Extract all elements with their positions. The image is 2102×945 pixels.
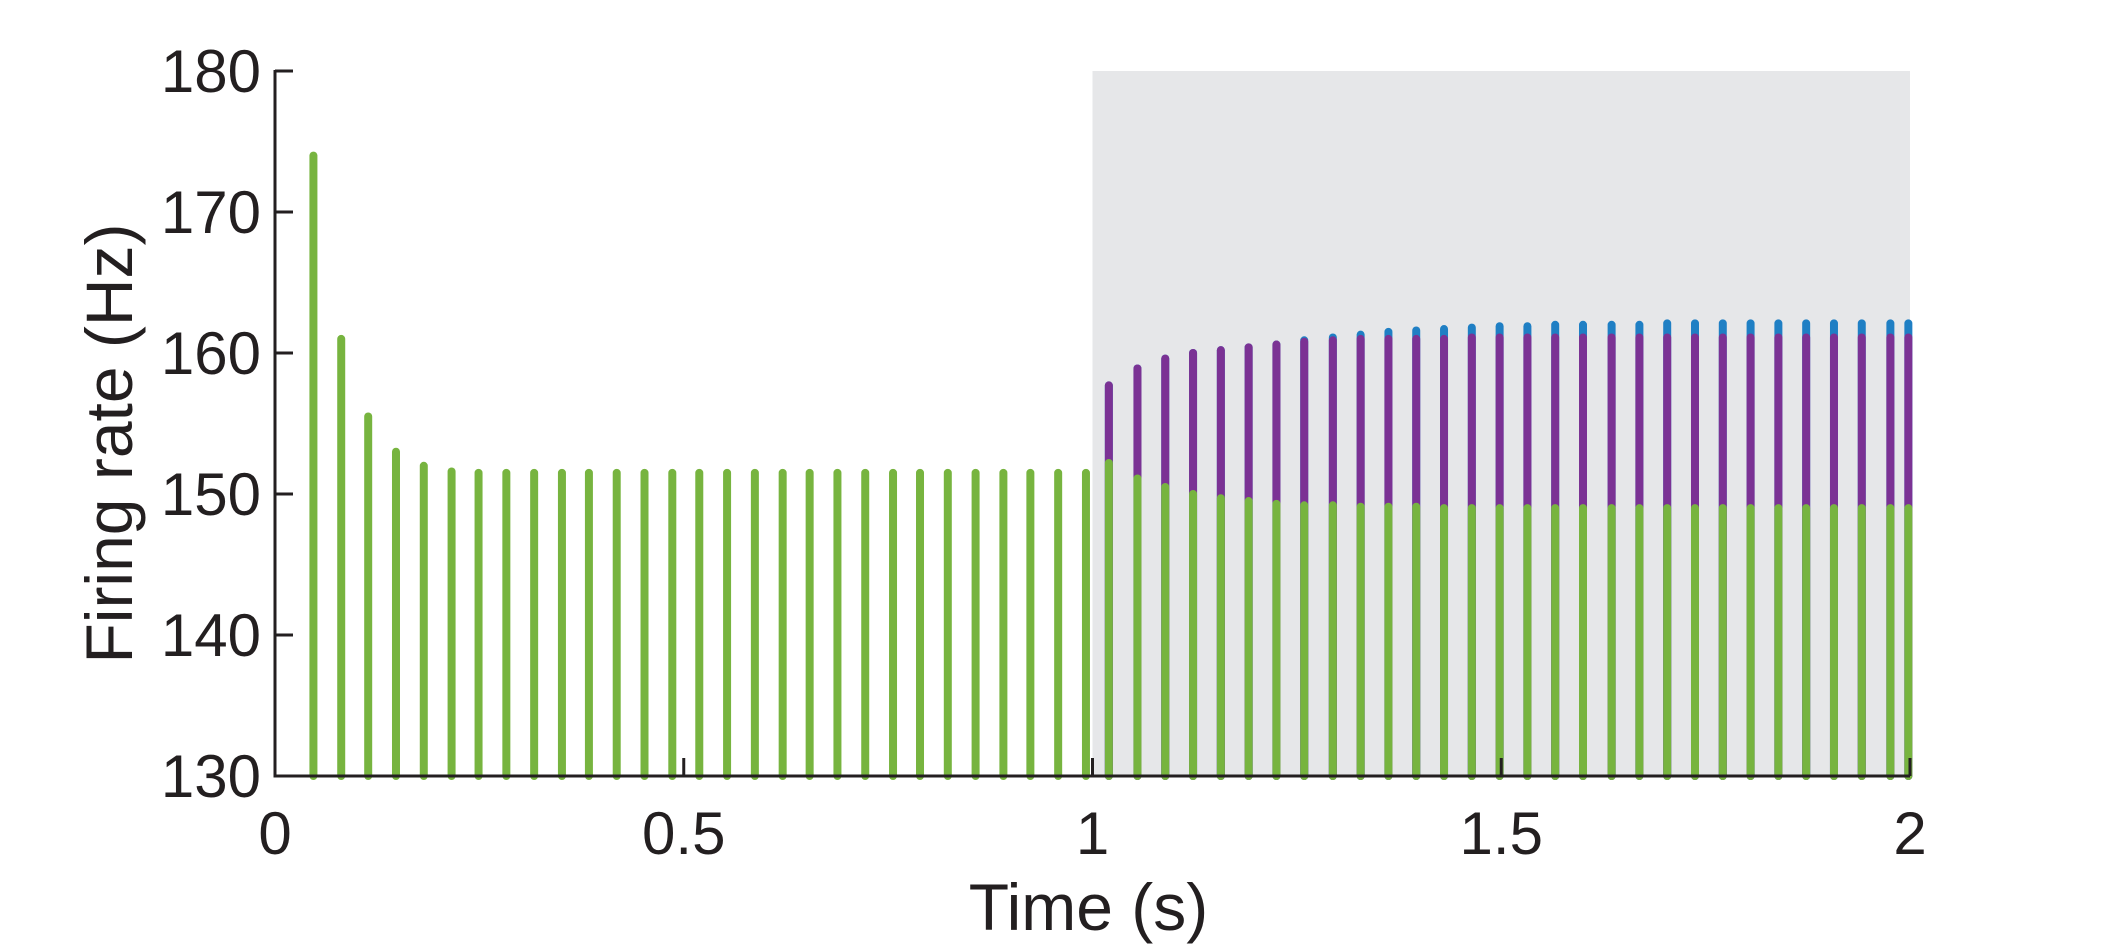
x-axis-label: Time (s) (969, 870, 1209, 944)
x-tick-label: 1.5 (1460, 800, 1543, 867)
y-tick-label: 160 (161, 320, 261, 387)
bars-layer (309, 151, 1913, 780)
y-tick-label: 130 (161, 743, 261, 810)
x-tick-label: 2 (1893, 800, 1926, 867)
y-axis-label: Firing rate (Hz) (72, 223, 146, 663)
axes-layer: 130 140 150 160 170 180 0 0.5 1 1.5 2 (161, 38, 1927, 867)
x-tick-label: 0.5 (642, 800, 725, 867)
y-tick-label: 180 (161, 38, 261, 105)
y-tick-label: 140 (161, 602, 261, 669)
y-tick-label: 170 (161, 179, 261, 246)
y-tick-label: 150 (161, 461, 261, 528)
x-tick-label: 0 (258, 800, 291, 867)
x-tick-label: 1 (1076, 800, 1109, 867)
